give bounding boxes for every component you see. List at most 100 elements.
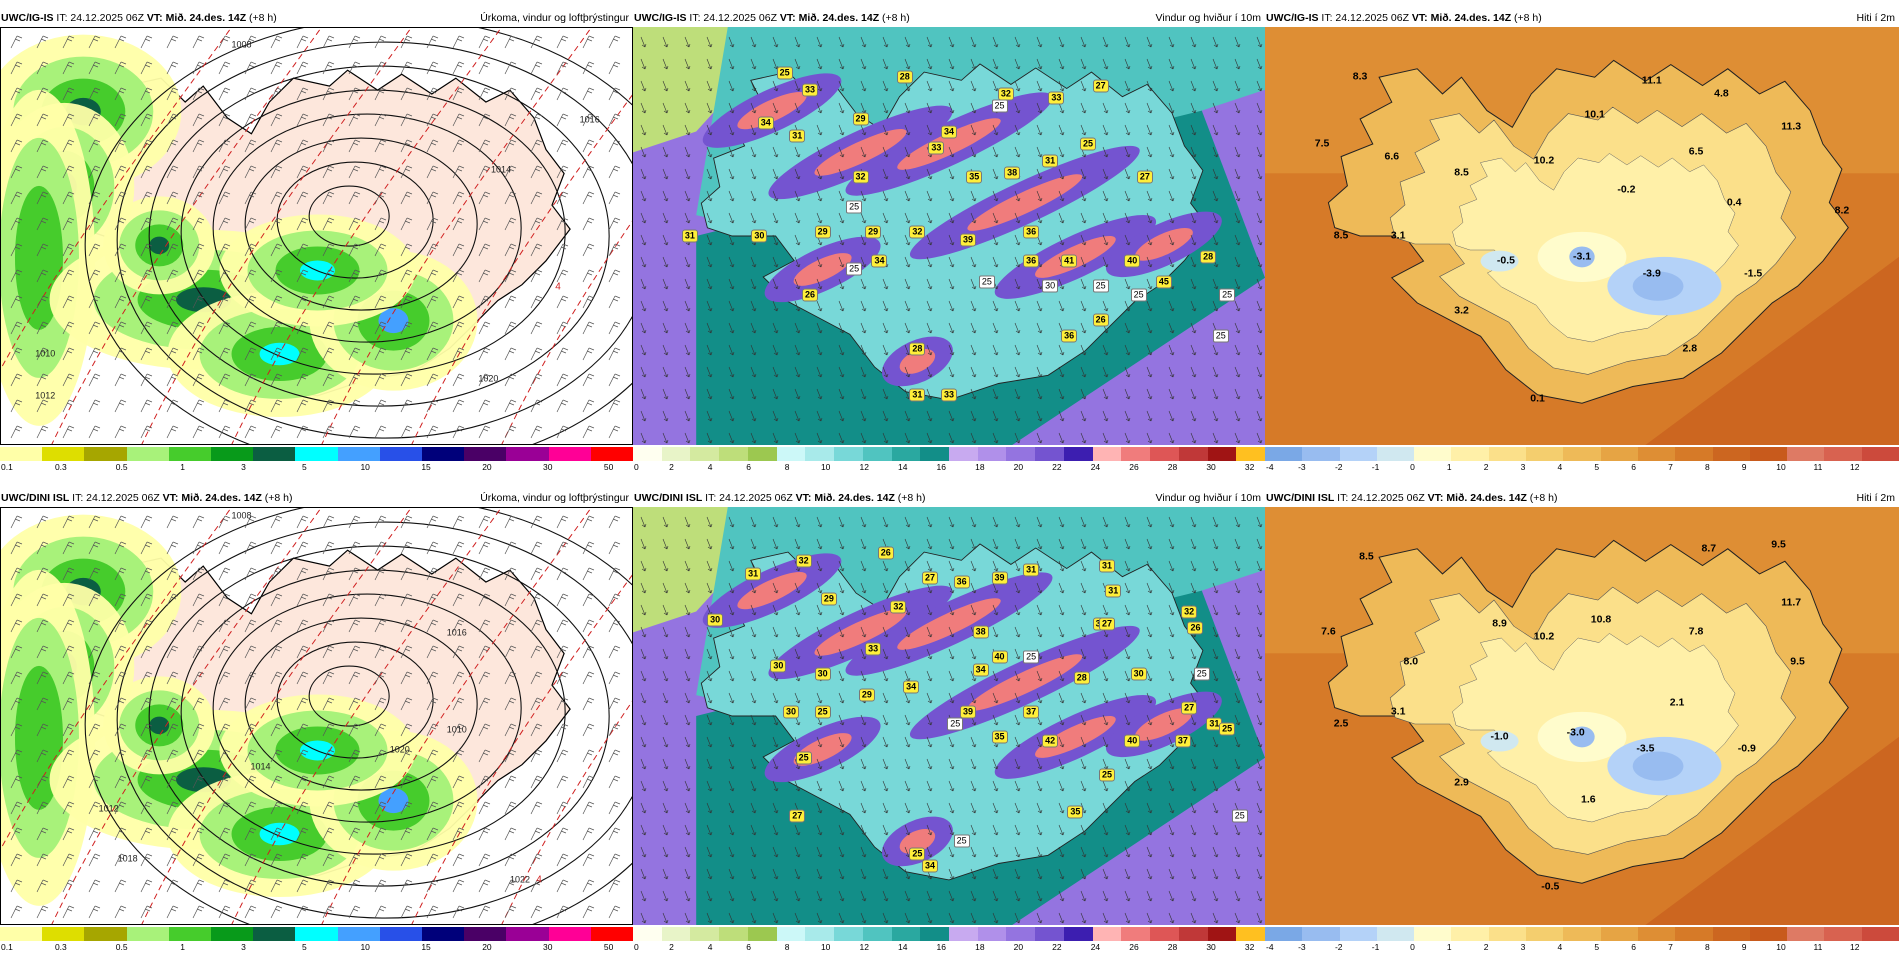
gust-label: 31 xyxy=(1105,584,1122,598)
gust-label: 35 xyxy=(1067,805,1084,819)
colorbar-tick-label: 20 xyxy=(482,942,492,952)
gust-label: 25 xyxy=(909,847,926,861)
temperature-label: 0.4 xyxy=(1726,196,1742,209)
temperature-label: 8.5 xyxy=(1359,550,1374,563)
colorbar-tick-label: 22 xyxy=(1052,942,1062,952)
temperature-label: -1.5 xyxy=(1744,267,1763,280)
valid-time-label: VT: xyxy=(146,12,163,24)
colorbar-tick-label: 50 xyxy=(603,942,614,952)
map-temp: 8.3 11.1 4.8 10.1 11.3 7.5 6.6 10.2 6.5 8.5 -0.2 0.… xyxy=(1265,27,1899,445)
gust-label: 27 xyxy=(1181,701,1198,715)
gust-label: 33 xyxy=(928,141,945,155)
colorbar-swatch xyxy=(1712,447,1751,461)
colorbar-swatch xyxy=(168,927,212,941)
temperature-label: 10.2 xyxy=(1533,154,1555,167)
colorbar-swatch xyxy=(422,927,465,941)
colorbar-tick-label: 30 xyxy=(1206,942,1216,952)
temperature-label: 9.5 xyxy=(1790,655,1805,668)
colorbar-tick-label: 16 xyxy=(936,942,947,952)
colorbar-swatch xyxy=(1178,927,1209,941)
colorbar-swatch xyxy=(295,447,339,461)
model-name: UWC/IG-IS xyxy=(1,12,54,24)
temperature-label: 10.1 xyxy=(1584,108,1605,121)
gust-label: 25 xyxy=(846,262,863,276)
gust-label: 26 xyxy=(801,288,818,302)
colorbar-swatch xyxy=(337,927,381,941)
gust-label: 41 xyxy=(1061,254,1078,268)
colorbar-swatch xyxy=(379,447,423,461)
contour-label: 1008 xyxy=(231,510,252,521)
model-name: UWC/IG-IS xyxy=(1266,12,1319,24)
lead-time: (+8 h) xyxy=(1529,492,1558,504)
colorbar-swatch xyxy=(506,447,550,461)
colorbar-swatch xyxy=(1265,447,1303,461)
gust-label: 34 xyxy=(940,125,958,138)
colorbar-tick-label: 28 xyxy=(1167,462,1178,472)
colorbar-swatch xyxy=(422,447,465,461)
gust-label: 29 xyxy=(820,592,837,606)
colorbar-tick-label: 20 xyxy=(482,462,492,472)
colorbar-tick-label: 30 xyxy=(543,462,553,472)
gust-label: 32 xyxy=(909,225,926,239)
colorbar-swatch xyxy=(1178,447,1209,461)
colorbar-swatch xyxy=(920,927,950,941)
colorbar-tick-label: 24 xyxy=(1090,462,1101,472)
gust-label: 34 xyxy=(903,680,920,694)
valid-time-label: VT: xyxy=(1411,12,1428,24)
init-time: IT: 24.12.2025 06Z xyxy=(1337,492,1425,504)
init-time: IT: 24.12.2025 06Z xyxy=(72,492,160,504)
valid-time-label: VT: xyxy=(1427,492,1444,504)
colorbar-swatch xyxy=(1207,447,1237,461)
gust-label: 40 xyxy=(991,650,1008,664)
gust-label: 31 xyxy=(789,129,806,143)
temperature-label: 1.6 xyxy=(1581,793,1596,806)
init-time: IT: 24.12.2025 06Z xyxy=(705,492,793,504)
colorbar-swatch xyxy=(1265,927,1303,941)
colorbar-tick-label: 20 xyxy=(1013,462,1024,472)
lead-time: (+8 h) xyxy=(897,492,926,504)
colorbar-tick-label: 14 xyxy=(898,462,908,472)
gust-label: 45 xyxy=(1155,275,1172,289)
gust-label: 30 xyxy=(707,613,724,627)
colorbar-swatch xyxy=(1339,447,1378,461)
valid-time: Mið. 24.des. 14Z xyxy=(814,492,895,504)
colorbar-swatch xyxy=(1414,447,1452,461)
temperature-label: 8.7 xyxy=(1701,542,1717,555)
colorbar-swatch xyxy=(253,447,296,461)
colorbar-tick-label: 0.3 xyxy=(54,942,67,952)
colorbar-swatch xyxy=(126,927,170,941)
gust-label: 29 xyxy=(865,225,882,239)
contour-label: 1016 xyxy=(579,114,600,125)
contour-label: 1012 xyxy=(98,803,119,814)
colorbar-swatch xyxy=(690,927,720,941)
colorbar-swatch xyxy=(1824,927,1863,941)
colorbar-swatch xyxy=(168,447,212,461)
colorbar-swatch xyxy=(805,927,835,941)
colorbar-tick-label: 10 xyxy=(360,942,370,952)
panel-r2-wind: UWC/DINI ISL IT: 24.12.2025 06Z VT: Mið.… xyxy=(633,490,1266,955)
temperature-label: 0.1 xyxy=(1530,392,1545,405)
colorbar-swatch xyxy=(1824,447,1863,461)
colorbar-swatch xyxy=(1236,447,1266,461)
gust-label: 39 xyxy=(991,571,1008,585)
gust-label: 27 xyxy=(1136,170,1153,184)
colorbar-tick-label: 12 xyxy=(1850,942,1860,952)
colorbar-swatch xyxy=(1600,447,1639,461)
field-title: Vindur og hviður í 10m xyxy=(1155,12,1261,24)
colorbar-tick-label: 6 xyxy=(746,942,751,952)
valid-time: Mið. 24.des. 14Z xyxy=(1446,492,1527,504)
colorbar-swatch xyxy=(1121,927,1151,941)
colorbar-swatch xyxy=(1600,927,1639,941)
gust-label: 32 xyxy=(795,554,812,568)
colorbar-swatch xyxy=(337,447,381,461)
panel-header: UWC/DINI ISL IT: 24.12.2025 06Z VT: Mið.… xyxy=(0,490,633,506)
panel-header: UWC/IG-IS IT: 24.12.2025 06Z VT: Mið. 24… xyxy=(1265,10,1899,26)
gust-label: 25 xyxy=(1193,667,1210,681)
gust-label: 39 xyxy=(959,705,976,719)
model-name: UWC/IG-IS xyxy=(634,12,687,24)
temperature-label: 2.5 xyxy=(1333,717,1349,730)
panel-header: UWC/IG-IS IT: 24.12.2025 06Z VT: Mið. 24… xyxy=(633,10,1265,26)
gust-label: 34 xyxy=(757,116,774,130)
colorbar-tick-label: 6 xyxy=(746,462,751,472)
colorbar-swatch xyxy=(1526,447,1564,461)
